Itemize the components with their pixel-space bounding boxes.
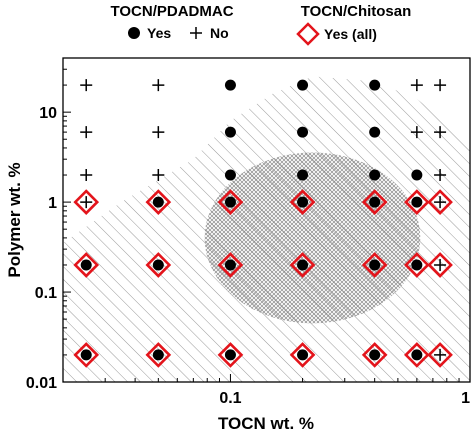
point-pdadmac-yes xyxy=(297,196,309,208)
point-pdadmac-yes xyxy=(411,169,423,181)
point-pdadmac-yes xyxy=(224,126,236,138)
point-pdadmac-yes xyxy=(224,169,236,181)
point-pdadmac-yes xyxy=(224,196,236,208)
point-pdadmac-yes xyxy=(224,349,236,361)
point-chitosan-yes xyxy=(289,252,316,278)
point-pdadmac-yes xyxy=(224,79,236,91)
point-chitosan-yes xyxy=(289,189,316,215)
point-pdadmac-yes xyxy=(369,196,381,208)
point-pdadmac-yes xyxy=(369,126,381,138)
region-cross-hatch xyxy=(204,152,421,324)
plot-area: 0.01 0.1 1 10 0.1 1 xyxy=(26,57,471,407)
point-pdadmac-yes xyxy=(297,79,309,91)
legend-title-pdadmac: TOCN/PDADMAC xyxy=(110,3,233,20)
point-chitosan-yes xyxy=(73,189,100,215)
point-pdadmac-yes xyxy=(369,349,381,361)
point-chitosan-yes xyxy=(427,189,453,215)
legend-label-yes: Yes xyxy=(147,25,171,41)
point-pdadmac-no xyxy=(80,169,93,182)
point-chitosan-yes xyxy=(427,252,453,278)
point-pdadmac-yes xyxy=(152,196,164,208)
point-chitosan-yes xyxy=(145,342,172,368)
point-pdadmac-no xyxy=(434,169,447,182)
point-pdadmac-yes xyxy=(152,349,164,361)
point-pdadmac-yes xyxy=(80,349,92,361)
point-chitosan-yes xyxy=(361,189,388,215)
point-pdadmac-yes xyxy=(152,259,164,271)
legend-label-no: No xyxy=(210,25,229,41)
y-tick-label: 0.01 xyxy=(26,375,57,392)
point-chitosan-yes xyxy=(145,189,172,215)
point-chitosan-yes xyxy=(217,189,244,215)
point-chitosan-yes xyxy=(217,252,244,278)
point-chitosan-yes xyxy=(145,252,172,278)
y-tick-label: 0.1 xyxy=(35,285,57,302)
point-pdadmac-no xyxy=(434,79,447,92)
point-pdadmac-no xyxy=(434,258,447,271)
point-pdadmac-no xyxy=(434,126,447,139)
point-pdadmac-yes xyxy=(297,126,309,138)
point-pdadmac-yes xyxy=(411,259,423,271)
point-chitosan-yes xyxy=(427,342,453,368)
point-pdadmac-yes xyxy=(80,259,92,271)
point-pdadmac-yes xyxy=(369,259,381,271)
point-pdadmac-yes xyxy=(411,349,423,361)
x-tick-label: 1 xyxy=(461,390,470,407)
point-chitosan-yes xyxy=(404,342,430,368)
point-pdadmac-yes xyxy=(297,349,309,361)
legend: TOCN/PDADMAC Yes No TOCN/Chitosan Yes (a… xyxy=(110,3,412,46)
point-pdadmac-no xyxy=(152,126,165,139)
point-pdadmac-no xyxy=(434,196,447,209)
point-pdadmac-yes xyxy=(224,259,236,271)
point-pdadmac-no xyxy=(410,79,423,92)
point-pdadmac-no xyxy=(152,169,165,182)
point-chitosan-yes xyxy=(361,342,388,368)
point-pdadmac-yes xyxy=(297,169,309,181)
legend-marker-yes xyxy=(128,27,140,39)
point-chitosan-yes xyxy=(73,342,100,368)
point-pdadmac-no xyxy=(80,79,93,92)
y-tick-label: 10 xyxy=(39,105,57,122)
point-chitosan-yes xyxy=(217,342,244,368)
x-axis-label: TOCN wt. % xyxy=(218,414,314,433)
point-pdadmac-no xyxy=(434,348,447,361)
point-chitosan-yes xyxy=(289,342,316,368)
point-chitosan-yes xyxy=(404,189,430,215)
legend-label-yes-all: Yes (all) xyxy=(324,26,377,42)
point-pdadmac-no xyxy=(410,126,423,139)
legend-marker-no xyxy=(190,27,202,39)
y-tick-label: 1 xyxy=(48,195,57,212)
legend-marker-diamond xyxy=(296,22,320,46)
x-tick-label: 0.1 xyxy=(219,390,241,407)
point-chitosan-yes xyxy=(361,252,388,278)
legend-title-chitosan: TOCN/Chitosan xyxy=(301,3,412,20)
point-pdadmac-no xyxy=(152,79,165,92)
point-chitosan-yes xyxy=(73,252,100,278)
point-pdadmac-yes xyxy=(369,169,381,181)
point-pdadmac-no xyxy=(80,126,93,139)
point-pdadmac-yes xyxy=(369,79,381,91)
plot-frame xyxy=(62,57,471,383)
point-chitosan-yes xyxy=(404,252,430,278)
point-pdadmac-no xyxy=(80,196,93,209)
y-axis-label: Polymer wt. % xyxy=(5,162,24,277)
point-pdadmac-yes xyxy=(411,196,423,208)
point-pdadmac-yes xyxy=(297,259,309,271)
